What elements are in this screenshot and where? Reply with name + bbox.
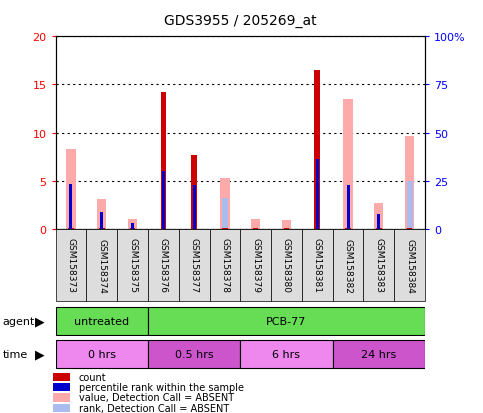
Bar	[191, 155, 197, 229]
Text: GDS3955 / 205269_at: GDS3955 / 205269_at	[164, 14, 316, 28]
Text: GSM158376: GSM158376	[159, 238, 168, 293]
Bar	[316, 159, 319, 229]
Bar	[148, 307, 425, 335]
Bar	[405, 137, 414, 229]
Text: time: time	[2, 349, 28, 359]
Bar	[56, 307, 148, 335]
Bar	[343, 100, 353, 229]
Bar	[56, 340, 148, 368]
Text: 24 hrs: 24 hrs	[361, 349, 397, 359]
Bar	[282, 221, 291, 229]
Text: ▶: ▶	[35, 315, 45, 328]
Bar	[100, 213, 103, 229]
Bar	[251, 220, 260, 229]
Text: PCB-77: PCB-77	[266, 316, 307, 326]
Text: GSM158378: GSM158378	[220, 238, 229, 293]
Bar	[53, 373, 70, 381]
Bar	[407, 181, 412, 229]
Text: GSM158380: GSM158380	[282, 238, 291, 293]
Text: 0 hrs: 0 hrs	[88, 349, 116, 359]
Bar	[302, 229, 333, 301]
Text: 6 hrs: 6 hrs	[272, 349, 300, 359]
Text: count: count	[79, 372, 106, 382]
Bar	[117, 229, 148, 301]
Bar	[131, 223, 134, 229]
Text: 0.5 hrs: 0.5 hrs	[175, 349, 213, 359]
Bar	[333, 340, 425, 368]
Bar	[179, 229, 210, 301]
Bar	[128, 220, 137, 229]
Text: GSM158383: GSM158383	[374, 238, 384, 293]
Text: GSM158377: GSM158377	[190, 238, 199, 293]
Text: GSM158374: GSM158374	[97, 238, 106, 293]
Bar	[210, 229, 240, 301]
Bar	[240, 229, 271, 301]
Text: value, Detection Call = ABSENT: value, Detection Call = ABSENT	[79, 392, 234, 403]
Bar	[53, 404, 70, 412]
Bar	[162, 172, 165, 229]
Text: GSM158381: GSM158381	[313, 238, 322, 293]
Bar	[346, 186, 350, 229]
Bar	[66, 150, 75, 229]
Bar	[148, 340, 241, 368]
Text: GSM158373: GSM158373	[67, 238, 75, 293]
Bar	[53, 393, 70, 401]
Text: percentile rank within the sample: percentile rank within the sample	[79, 382, 244, 392]
Bar	[364, 229, 394, 301]
Bar	[160, 93, 166, 229]
Text: GSM158384: GSM158384	[405, 238, 414, 293]
Bar	[241, 340, 333, 368]
Bar	[97, 199, 106, 229]
Bar	[271, 229, 302, 301]
Bar	[222, 199, 228, 229]
Bar	[374, 203, 384, 229]
Bar	[333, 229, 364, 301]
Bar	[86, 229, 117, 301]
Bar	[220, 178, 229, 229]
Text: GSM158379: GSM158379	[251, 238, 260, 293]
Text: untreated: untreated	[74, 316, 129, 326]
Text: ▶: ▶	[35, 348, 45, 361]
Bar	[148, 229, 179, 301]
Bar	[53, 383, 70, 392]
Bar	[394, 229, 425, 301]
Bar	[70, 185, 72, 229]
Text: GSM158375: GSM158375	[128, 238, 137, 293]
Bar	[56, 229, 86, 301]
Text: GSM158382: GSM158382	[343, 238, 353, 293]
Text: rank, Detection Call = ABSENT: rank, Detection Call = ABSENT	[79, 403, 229, 413]
Bar	[377, 215, 381, 229]
Bar	[193, 186, 196, 229]
Text: agent: agent	[2, 316, 35, 326]
Bar	[314, 71, 320, 229]
